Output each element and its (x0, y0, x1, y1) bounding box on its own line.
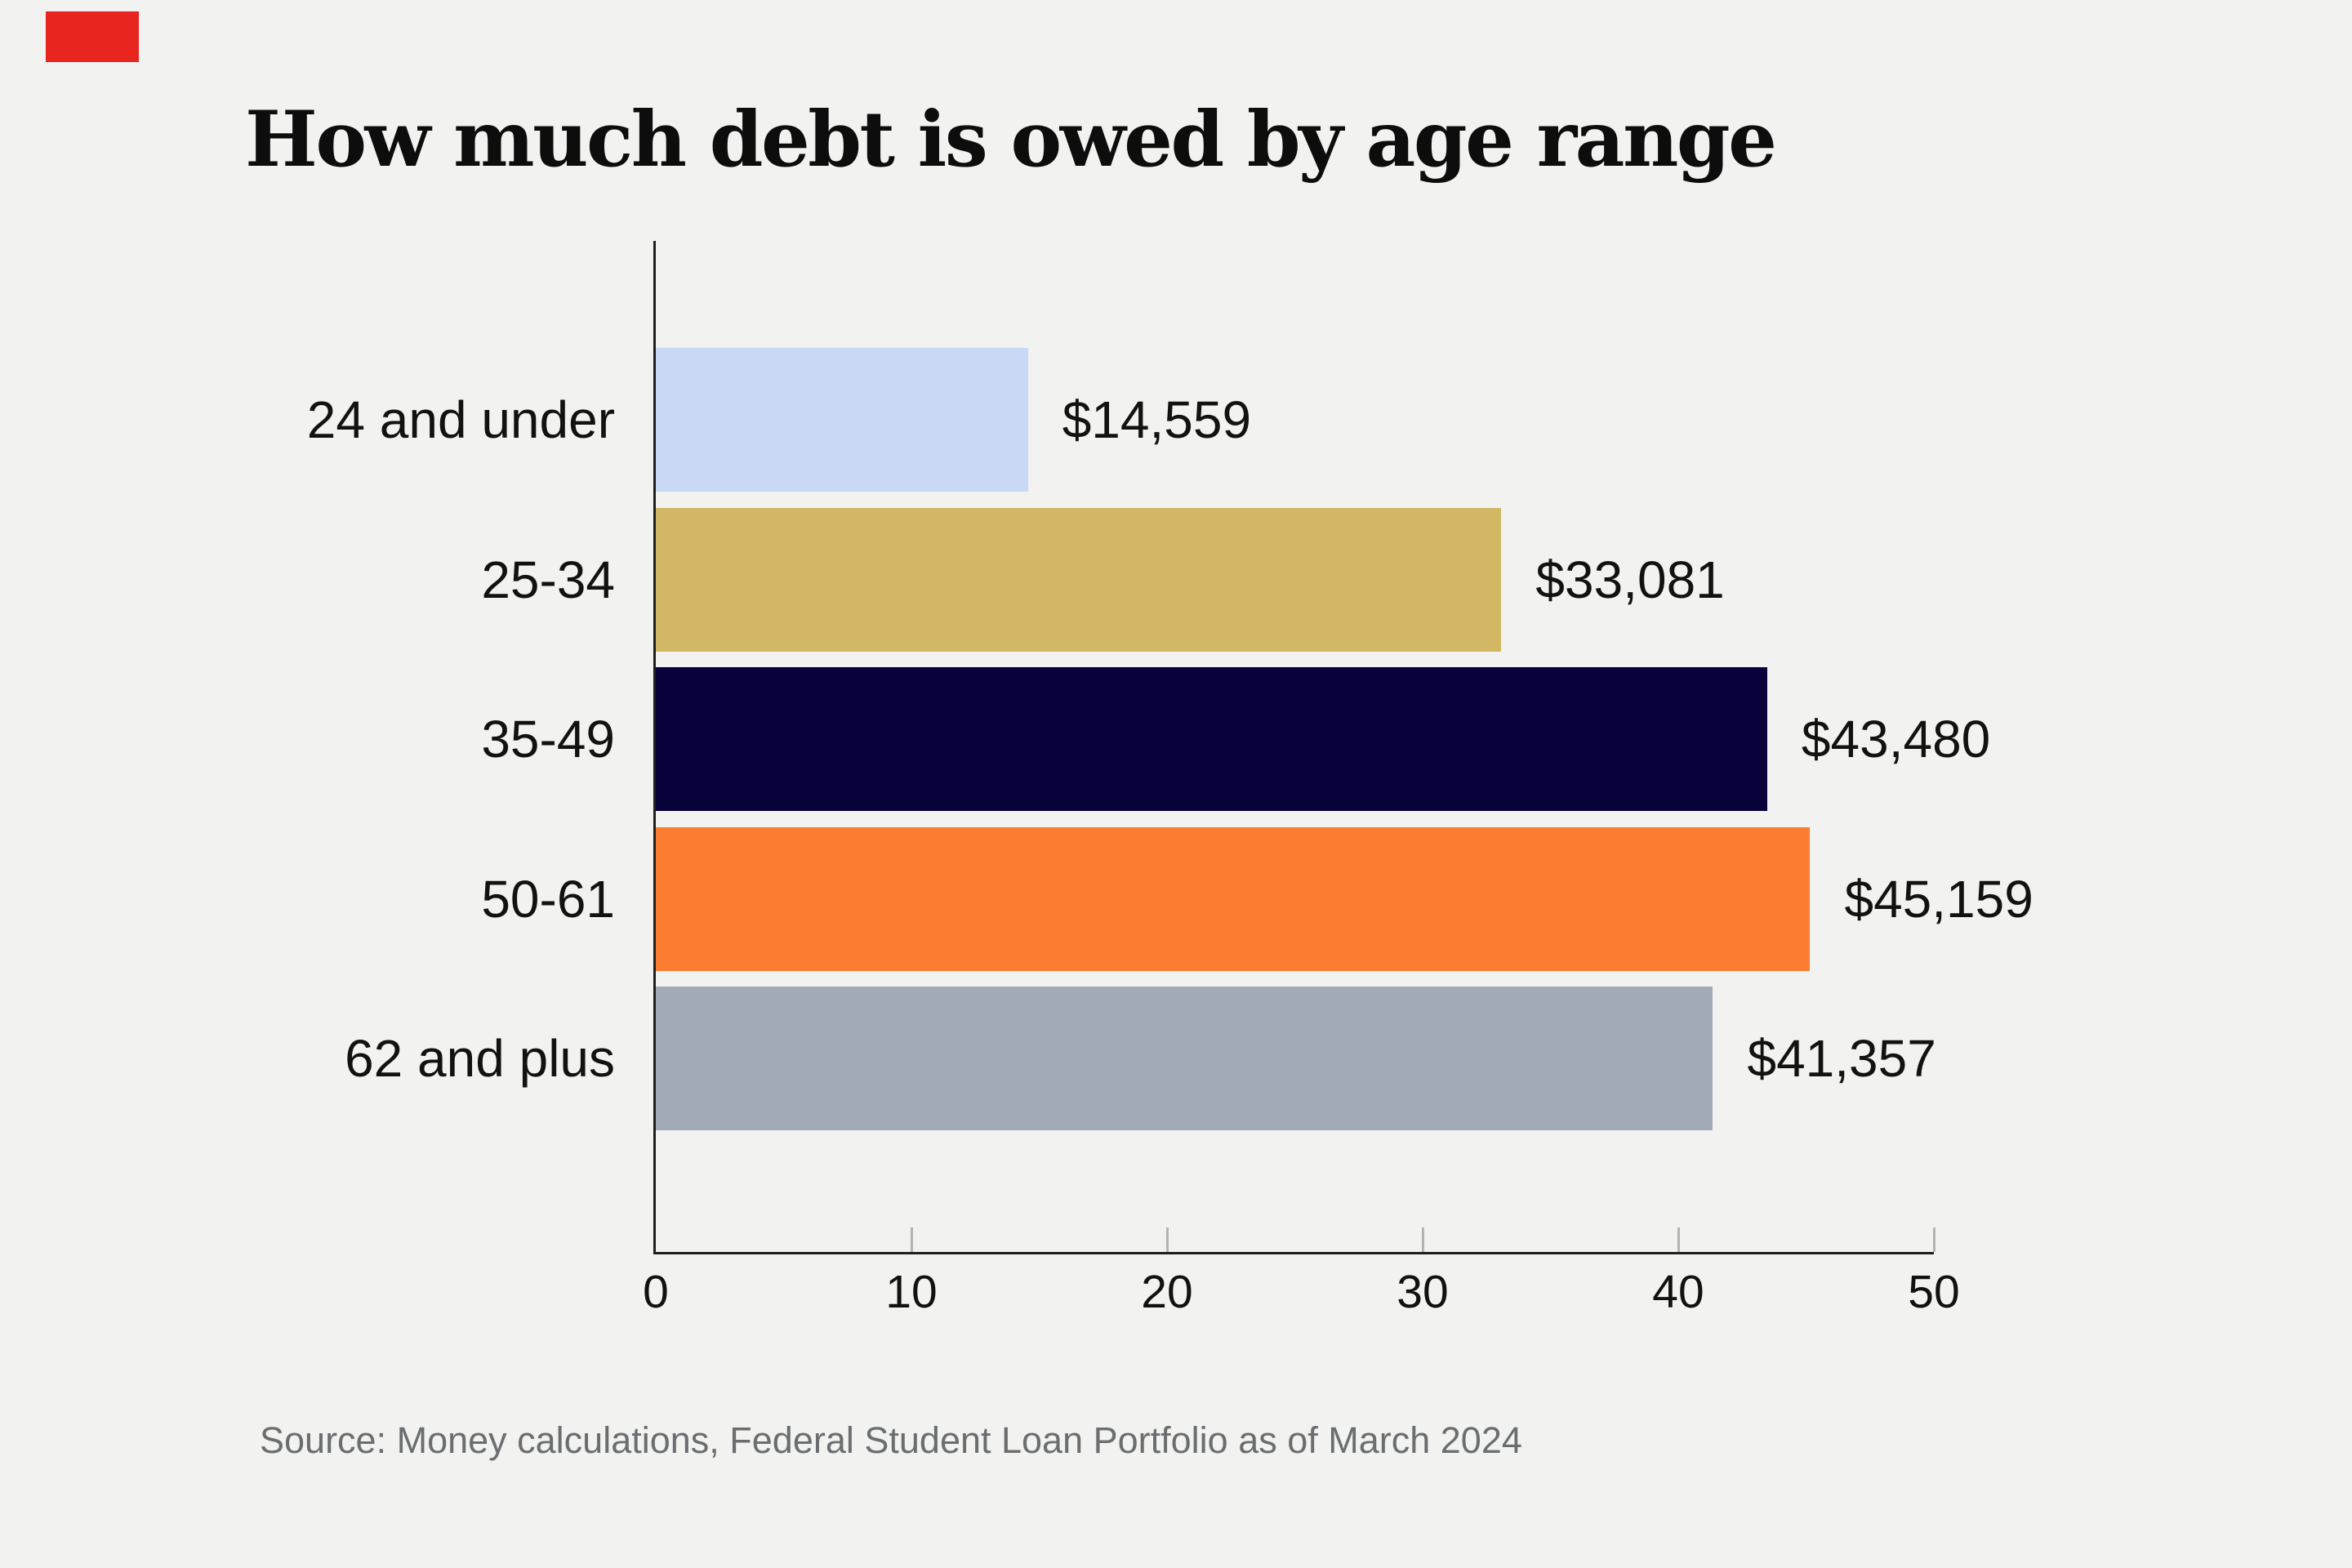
x-tick-label: 40 (1652, 1266, 1704, 1318)
category-label: 24 and under (306, 390, 615, 449)
bar (656, 507, 1502, 652)
x-tick-label: 10 (885, 1266, 938, 1318)
x-tick-label: 50 (1908, 1266, 1960, 1318)
x-tick-mark (1932, 1227, 1936, 1252)
value-label: $41,357 (1747, 1029, 1936, 1088)
category-label: 62 and plus (345, 1029, 615, 1088)
category-label: 25-34 (481, 550, 615, 609)
category-label: 35-49 (481, 710, 615, 768)
value-label: $14,559 (1062, 390, 1252, 449)
value-label: $45,159 (1844, 869, 2034, 929)
chart-title: How much debt is owed by age range (245, 95, 1777, 185)
x-tick-mark (1165, 1227, 1169, 1252)
x-tick-mark (910, 1227, 913, 1252)
bar (656, 987, 1713, 1130)
x-tick-mark (1421, 1227, 1424, 1252)
category-label: 50-61 (481, 869, 615, 929)
value-label: $43,480 (1801, 710, 1991, 768)
x-tick-label: 30 (1396, 1266, 1449, 1318)
x-tick-mark (1677, 1227, 1680, 1252)
x-tick-label: 20 (1141, 1266, 1193, 1318)
source-note: Source: Money calculations, Federal Stud… (260, 1419, 1522, 1461)
value-label: $33,081 (1535, 550, 1725, 609)
x-tick-label: 0 (643, 1266, 669, 1318)
bar (656, 667, 1767, 811)
bar (656, 348, 1028, 492)
plot-area: 24 and under $14,559 25-34 $33,081 35-49 $43,… (307, 241, 2034, 1318)
money-logo-mark (46, 11, 139, 62)
bar (656, 826, 1811, 971)
